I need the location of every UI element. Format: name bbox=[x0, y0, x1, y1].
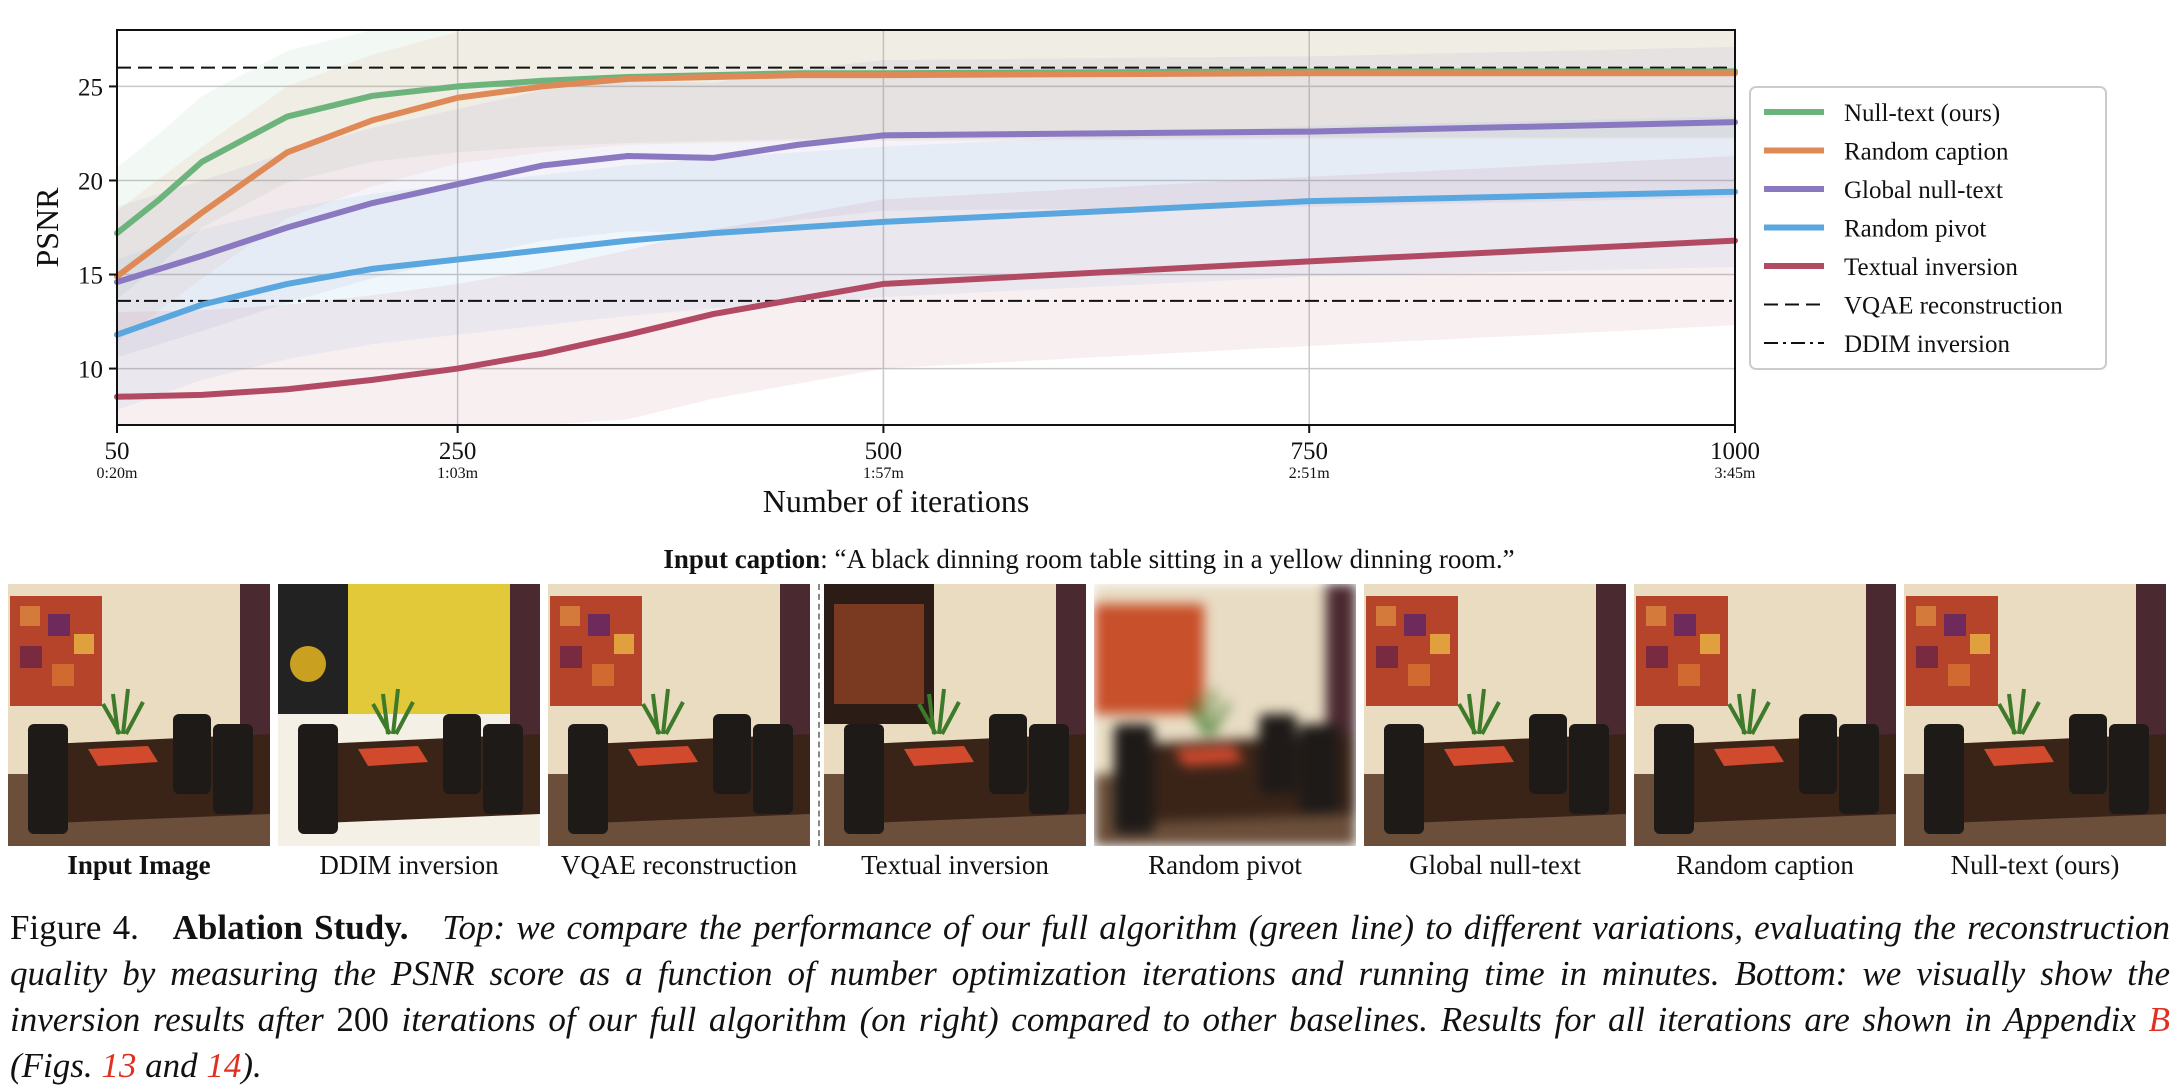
thumbnail-label: Random pivot bbox=[1148, 850, 1302, 880]
plot-frame bbox=[116, 29, 1736, 426]
x-tick-sublabel: 0:20m bbox=[97, 465, 138, 482]
y-tick-label: 10 bbox=[78, 357, 103, 384]
thumbnail-label: Null-text (ours) bbox=[1950, 850, 2120, 880]
figure-13-link[interactable]: 13 bbox=[101, 1046, 137, 1085]
thumbnail-image bbox=[824, 584, 1086, 846]
caption-and-text: and bbox=[136, 1046, 207, 1085]
x-tick-sublabel: 2:51m bbox=[1289, 465, 1330, 482]
legend-label: Random caption bbox=[1844, 139, 2009, 166]
caption-top-text: we compare the performance of our full a… bbox=[10, 908, 2171, 993]
caption-bottom-text-1: we visually show the inversion results a… bbox=[10, 954, 2171, 1039]
input-caption-text: : “A black dinning room table sitting in… bbox=[820, 544, 1515, 574]
x-tick-label: 750 bbox=[1290, 438, 1328, 465]
series-line bbox=[114, 188, 1738, 338]
legend-label: VQAE reconstruction bbox=[1844, 293, 2063, 320]
legend-label: DDIM inversion bbox=[1844, 331, 2010, 358]
appendix-link[interactable]: B bbox=[2148, 1000, 2170, 1039]
thumbnail-label: Textual inversion bbox=[861, 850, 1049, 880]
x-axis-label: Number of iterations bbox=[763, 483, 1030, 519]
thumbnail-image bbox=[8, 584, 270, 846]
legend-label: Null-text (ours) bbox=[1844, 100, 2000, 127]
input-caption-label: Input caption bbox=[663, 544, 821, 574]
y-tick-label: 25 bbox=[78, 74, 103, 101]
x-tick-sublabel: 1:03m bbox=[437, 465, 478, 482]
x-tick-sublabel: 3:45m bbox=[1715, 465, 1756, 482]
caption-iterations: 200 bbox=[336, 1000, 389, 1039]
x-tick-sublabel: 1:57m bbox=[863, 465, 904, 482]
confidence-band bbox=[117, 116, 1735, 410]
input-caption: Input caption: “A black dinning room tab… bbox=[0, 544, 2178, 575]
figure-number: Figure 4. bbox=[10, 908, 139, 947]
legend-label: Global null-text bbox=[1844, 177, 2003, 204]
y-tick-label: 20 bbox=[78, 168, 103, 195]
legend-box bbox=[1749, 86, 2107, 370]
caption-figs-text: (Figs. bbox=[10, 1046, 102, 1085]
legend-label: Textual inversion bbox=[1844, 254, 2018, 281]
series-line bbox=[114, 237, 1738, 400]
thumbnail-image bbox=[278, 584, 540, 846]
thumbnail-separator bbox=[818, 584, 820, 846]
thumbnail-image bbox=[1634, 584, 1896, 846]
caption-end-text: ). bbox=[241, 1046, 262, 1085]
y-tick-label: 15 bbox=[78, 263, 103, 290]
caption-bottom-text-2: iterations of our full algorithm (on rig… bbox=[388, 1000, 2149, 1039]
series-line bbox=[114, 70, 1738, 280]
x-tick-label: 250 bbox=[439, 438, 477, 465]
thumbnail-label: Random caption bbox=[1676, 850, 1854, 880]
confidence-band bbox=[117, 30, 1735, 299]
thumbnail-image bbox=[1094, 584, 1356, 846]
series-line bbox=[114, 119, 1738, 286]
thumbnail-label: Input Image bbox=[67, 850, 211, 880]
thumbnail-label: VQAE reconstruction bbox=[560, 850, 798, 880]
figure-14-link[interactable]: 14 bbox=[206, 1046, 242, 1085]
caption-top-label: Top: bbox=[442, 908, 506, 947]
y-axis-label: PSNR bbox=[29, 187, 65, 268]
thumbnail-label: Global null-text bbox=[1409, 850, 1581, 880]
figure-caption: Figure 4. Ablation Study. Top: we compar… bbox=[10, 905, 2170, 1089]
caption-bottom-label: Bottom: bbox=[1734, 954, 1848, 993]
thumbnail-label: DDIM inversion bbox=[319, 850, 499, 880]
x-tick-label: 1000 bbox=[1710, 438, 1760, 465]
confidence-band bbox=[117, 46, 1735, 358]
figure-title: Ablation Study. bbox=[172, 908, 409, 947]
thumbnail-image bbox=[1904, 584, 2166, 846]
x-tick-label: 50 bbox=[105, 438, 130, 465]
x-tick-label: 500 bbox=[865, 438, 903, 465]
thumbnail-image bbox=[1364, 584, 1626, 846]
legend-label: Random pivot bbox=[1844, 216, 1986, 243]
thumbnail-image bbox=[548, 584, 810, 846]
confidence-band bbox=[117, 30, 1735, 343]
